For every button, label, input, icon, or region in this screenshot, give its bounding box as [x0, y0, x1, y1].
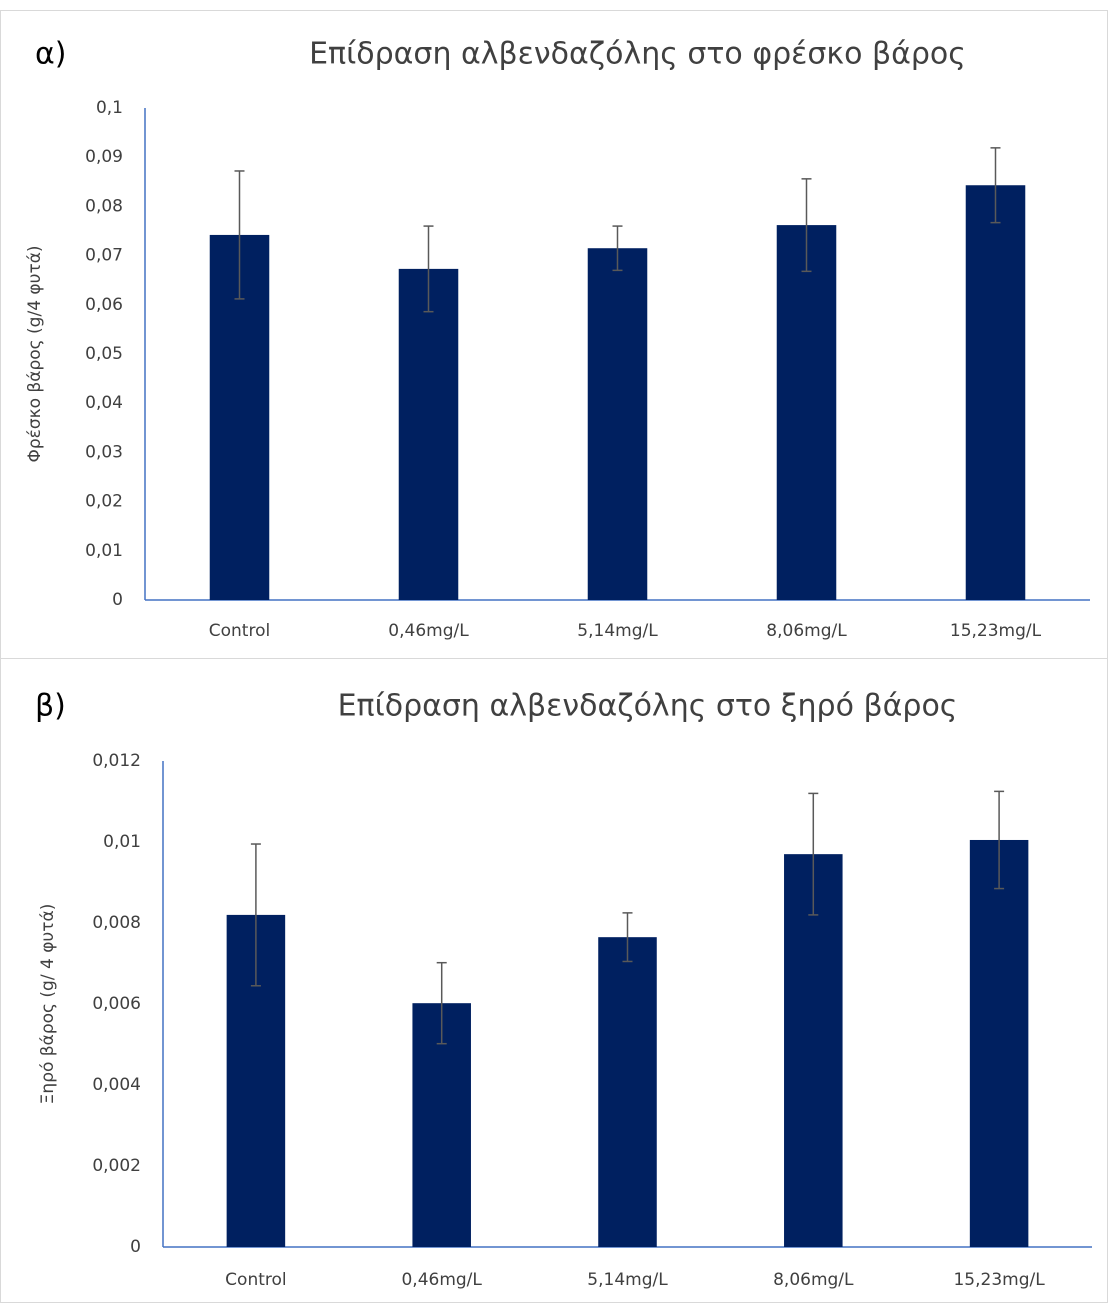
x-tick-label: 0,46mg/L: [401, 1270, 482, 1290]
y-tick-label: 0: [112, 590, 123, 610]
error-bar: [436, 961, 447, 1045]
y-axis-label: Φρέσκο βάρος (g/4 φυτά): [25, 245, 45, 462]
y-tick-label: 0,05: [85, 344, 123, 364]
y-tick-label: 0,02: [85, 492, 123, 512]
error-bar: [612, 225, 623, 272]
chart-title: Επίδραση αλβενδαζόλης στο φρέσκο βάρος: [309, 37, 966, 72]
y-tick-label: 0,08: [85, 196, 123, 216]
y-tick-label: 0,03: [85, 442, 123, 462]
error-bar: [808, 792, 819, 916]
bar: [587, 248, 648, 600]
x-tick-label: Control: [209, 621, 270, 641]
bar: [598, 937, 657, 1247]
chart-frame: [0, 658, 1108, 1303]
bar: [969, 839, 1029, 1247]
panel-label: α): [35, 37, 66, 72]
y-tick-label: 0,09: [85, 147, 123, 167]
x-tick-label: 5,14mg/L: [587, 1270, 668, 1290]
y-tick-label: 0,002: [92, 1156, 141, 1176]
y-tick-label: 0,006: [92, 994, 141, 1014]
bar: [965, 185, 1026, 600]
y-tick-label: 0,06: [85, 295, 123, 315]
chart-title: Επίδραση αλβενδαζόλης στο ξηρό βάρος: [338, 689, 958, 724]
x-tick-label: 8,06mg/L: [766, 621, 847, 641]
error-bar: [990, 147, 1001, 224]
bar: [784, 854, 843, 1247]
y-tick-label: 0,008: [92, 913, 141, 933]
error-bar: [250, 843, 261, 987]
y-tick-label: 0,04: [85, 393, 123, 413]
chart-frame: [0, 10, 1108, 659]
y-tick-label: 0,004: [92, 1075, 141, 1095]
y-axis-label: Ξηρό βάρος (g/ 4 φυτά): [38, 904, 58, 1105]
error-bar: [423, 225, 434, 313]
error-bar: [994, 790, 1005, 890]
bar: [398, 268, 459, 600]
x-tick-label: 15,23mg/L: [950, 621, 1042, 641]
bar: [776, 225, 837, 600]
error-bar: [622, 912, 633, 963]
x-tick-label: Control: [225, 1270, 286, 1290]
panel-label: β): [35, 689, 66, 724]
y-tick-label: 0,01: [85, 541, 123, 561]
y-tick-label: 0,07: [85, 246, 123, 266]
x-tick-label: 5,14mg/L: [577, 621, 658, 641]
y-tick-label: 0: [130, 1237, 141, 1257]
x-tick-label: 0,46mg/L: [388, 621, 469, 641]
x-tick-label: 15,23mg/L: [953, 1270, 1045, 1290]
x-tick-label: 8,06mg/L: [773, 1270, 854, 1290]
y-tick-label: 0,01: [103, 832, 141, 852]
y-tick-label: 0,012: [92, 751, 141, 771]
y-tick-label: 0,1: [96, 98, 123, 118]
error-bar: [234, 170, 245, 300]
error-bar: [801, 178, 812, 273]
